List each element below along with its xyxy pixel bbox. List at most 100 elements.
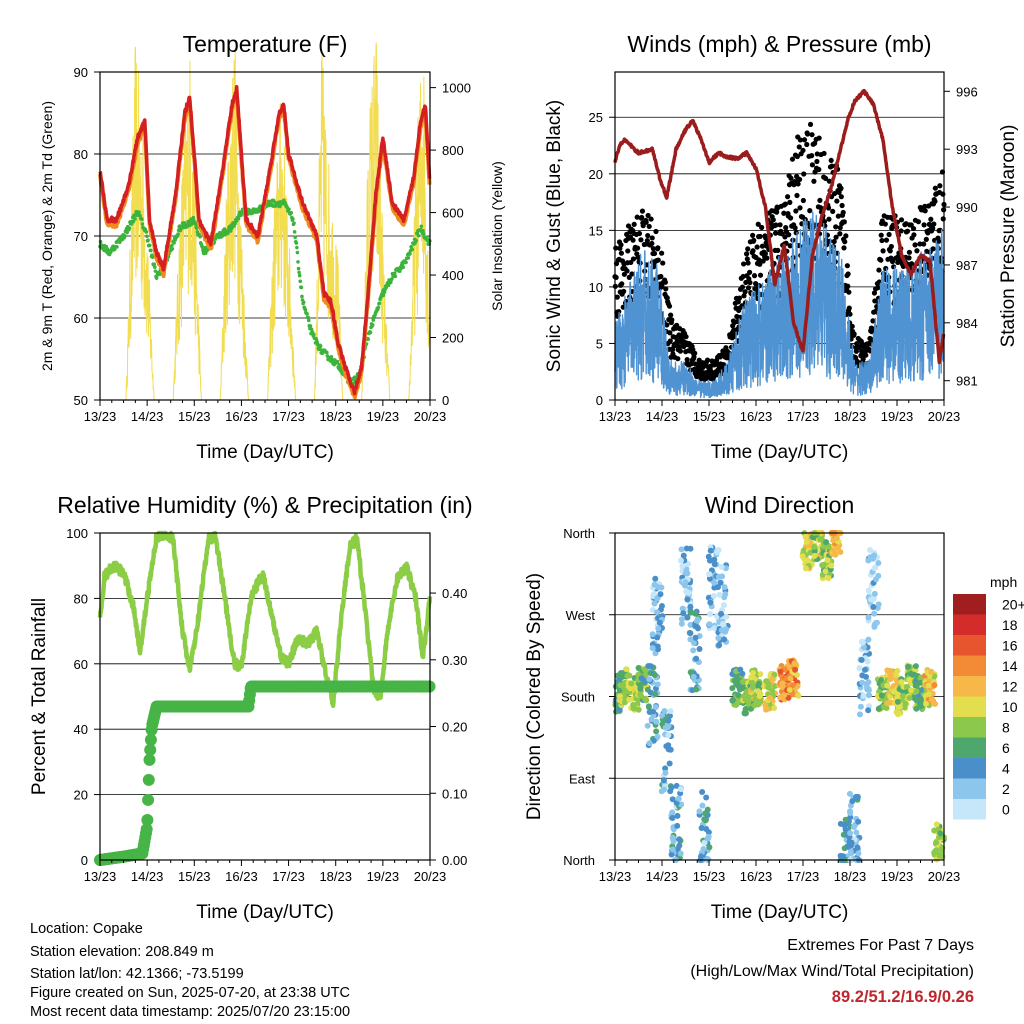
gust-point	[878, 232, 884, 238]
dir-ytick-label: East	[569, 771, 595, 786]
gust-point	[830, 208, 836, 215]
wind-y2tick-label: 987	[956, 258, 978, 273]
gust-point	[625, 248, 631, 254]
gust-point	[658, 273, 664, 280]
direction-point	[865, 614, 872, 621]
direction-point	[742, 705, 749, 712]
sonic-wind-series	[614, 211, 945, 399]
gust-point	[912, 242, 918, 248]
gust-point	[757, 272, 764, 278]
wind-xtick-label: 14/23	[646, 409, 679, 424]
gust-point	[659, 250, 665, 256]
gust-point	[792, 225, 798, 231]
direction-point	[865, 707, 872, 714]
colorbar-swatch	[953, 594, 986, 615]
precip-point	[142, 773, 155, 786]
gust-point	[655, 257, 661, 263]
gust-point	[906, 249, 913, 255]
rh-xtick-label: 16/23	[225, 869, 258, 884]
location-text: Location: Copake	[30, 921, 143, 937]
gust-point	[781, 210, 787, 216]
gust-point	[750, 248, 756, 254]
direction-point	[677, 850, 684, 857]
direction-point	[656, 619, 663, 626]
direction-point	[706, 844, 713, 851]
direction-point	[715, 547, 722, 554]
gust-point	[843, 233, 849, 239]
direction-point	[710, 593, 717, 600]
dewpoint-point	[312, 332, 316, 337]
direction-point	[839, 853, 846, 860]
direction-point	[787, 675, 794, 682]
direction-point	[692, 610, 699, 617]
direction-point	[630, 705, 637, 712]
dewpoint-point	[193, 222, 198, 226]
gust-point	[794, 192, 800, 199]
gust-point	[619, 281, 625, 287]
rh-xtick-label: 17/23	[272, 869, 305, 884]
gust-point	[906, 255, 912, 261]
temp-xtick-label: 17/23	[272, 409, 305, 424]
direction-point	[721, 636, 728, 643]
gust-point	[715, 367, 721, 373]
temp-xtick-label: 13/23	[84, 409, 117, 424]
gust-point	[844, 263, 850, 269]
dewpoint-point	[239, 213, 243, 218]
gust-point	[756, 257, 762, 263]
gust-point	[634, 245, 641, 251]
direction-point	[792, 666, 799, 673]
dewpoint-point	[153, 265, 157, 270]
gust-point	[762, 250, 769, 257]
direction-point	[871, 552, 878, 559]
gust-point	[796, 144, 802, 150]
gust-point	[745, 260, 751, 266]
dewpoint-point	[291, 217, 295, 221]
gust-point	[937, 183, 943, 189]
gust-point	[745, 285, 752, 291]
direction-point	[699, 789, 706, 796]
direction-point	[651, 671, 658, 678]
rh-xtick-label: 19/23	[367, 869, 400, 884]
colorbar-label: 10	[1002, 699, 1018, 715]
direction-point	[884, 700, 891, 707]
dewpoint-point	[267, 199, 272, 204]
direction-point	[677, 557, 684, 564]
gust-point	[793, 230, 799, 236]
rh-xtick-label: 20/23	[414, 869, 447, 884]
temp-y2tick-label: 0	[442, 393, 449, 408]
gust-point	[839, 202, 845, 209]
direction-point	[823, 539, 830, 546]
direction-point	[678, 616, 685, 623]
gust-point	[922, 203, 928, 209]
rh-series	[97, 530, 433, 709]
dewpoint-point	[408, 252, 412, 256]
wind-xlabel: Time (Day/UTC)	[711, 442, 849, 463]
gust-point	[650, 245, 656, 252]
gust-point	[932, 198, 938, 204]
direction-point	[690, 647, 697, 654]
dewpoint-point	[410, 247, 415, 252]
gust-point	[840, 209, 846, 216]
dewpoint-point	[370, 323, 375, 327]
colorbar-label: 0	[1002, 801, 1010, 817]
colorbar-swatch	[953, 655, 986, 676]
gust-point	[787, 243, 793, 249]
direction-point	[687, 545, 694, 552]
direction-point	[779, 680, 786, 687]
direction-point	[791, 660, 798, 667]
direction-point	[700, 845, 707, 852]
gust-point	[784, 194, 791, 200]
direction-point	[771, 705, 778, 712]
gust-point	[837, 231, 843, 237]
gust-point	[740, 261, 747, 267]
extremes-subtitle: (High/Low/Max Wind/Total Precipitation)	[690, 963, 974, 980]
direction-point	[707, 599, 714, 606]
colorbar-swatch	[953, 737, 986, 758]
dewpoint-point	[123, 234, 127, 238]
gust-point	[747, 279, 753, 286]
gust-point	[618, 242, 624, 248]
temp-xtick-label: 18/23	[319, 409, 352, 424]
gust-point	[763, 235, 769, 241]
direction-point	[899, 693, 906, 700]
gust-point	[667, 338, 673, 344]
